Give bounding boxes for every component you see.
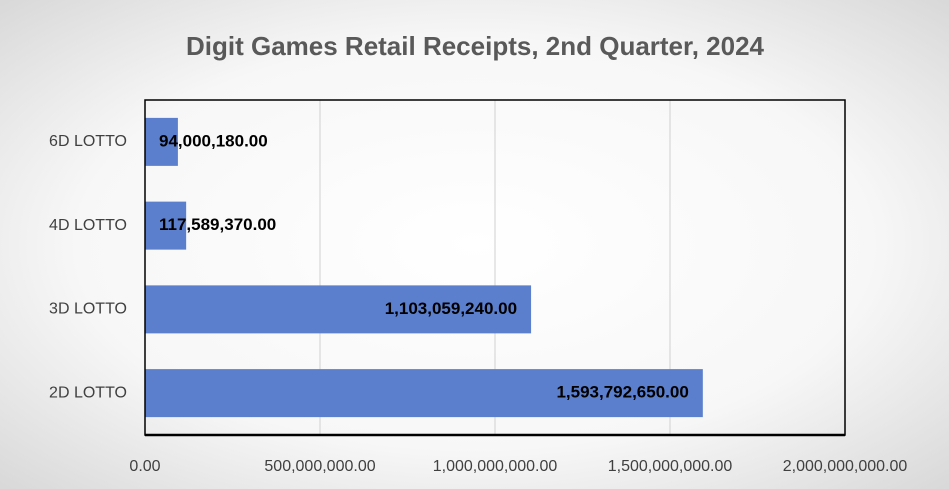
- bar: [145, 285, 532, 334]
- x-tick-label: 500,000,000.00: [264, 458, 375, 475]
- y-tick-label: 2D LOTTO: [49, 384, 127, 401]
- bar: [145, 201, 187, 250]
- data-label: 1,103,059,240.00: [385, 299, 517, 318]
- chart-title: Digit Games Retail Receipts, 2nd Quarter…: [186, 31, 765, 61]
- y-tick-label: 3D LOTTO: [49, 301, 127, 318]
- x-tick-label: 0.00: [129, 458, 160, 475]
- x-tick-label: 2,000,000,000.00: [783, 458, 908, 475]
- data-label: 94,000,180.00: [159, 131, 268, 150]
- data-label: 117,589,370.00: [159, 215, 276, 234]
- y-tick-label: 4D LOTTO: [49, 217, 127, 234]
- y-tick-label: 6D LOTTO: [49, 133, 127, 150]
- x-tick-label: 1,500,000,000.00: [608, 458, 733, 475]
- x-tick-label: 1,000,000,000.00: [433, 458, 558, 475]
- bar: [145, 369, 703, 418]
- data-label: 1,593,792,650.00: [556, 383, 688, 402]
- bar: [145, 117, 178, 166]
